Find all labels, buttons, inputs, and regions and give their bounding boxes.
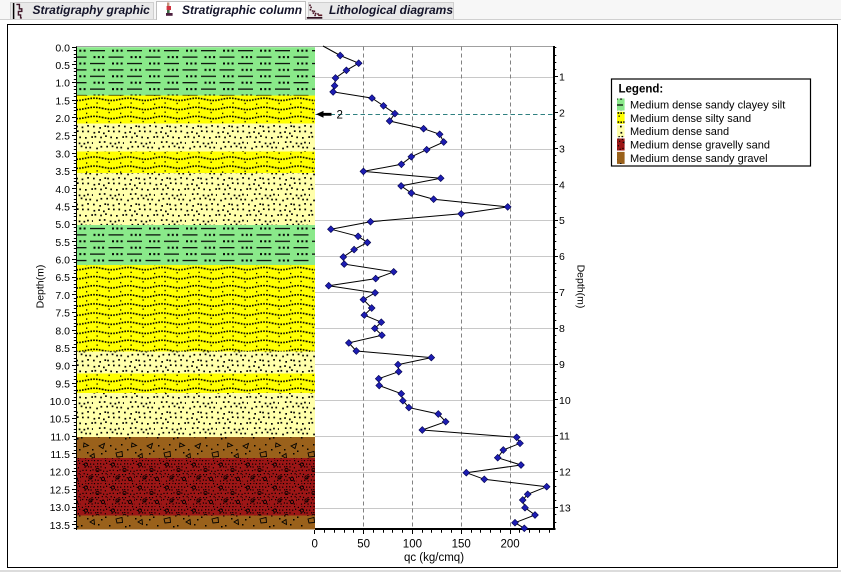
svg-text:0.5: 0.5 [55, 60, 70, 72]
svg-text:2.0: 2.0 [55, 113, 70, 125]
svg-text:1.0: 1.0 [55, 78, 70, 90]
svg-text:4: 4 [559, 179, 565, 191]
svg-text:11: 11 [559, 431, 570, 443]
svg-text:10.5: 10.5 [50, 414, 71, 426]
svg-text:6: 6 [559, 251, 565, 263]
svg-text:0.0: 0.0 [55, 42, 70, 54]
svg-text:1: 1 [559, 72, 565, 84]
svg-text:3.5: 3.5 [55, 166, 70, 178]
svg-text:11.5: 11.5 [50, 449, 70, 461]
svg-text:Medium dense sandy gravel: Medium dense sandy gravel [630, 153, 768, 165]
svg-text:Medium dense gravelly sand: Medium dense gravelly sand [630, 140, 770, 152]
svg-text:Legend:: Legend: [619, 84, 664, 96]
svg-text:1.5: 1.5 [55, 95, 70, 107]
svg-text:3.0: 3.0 [55, 148, 70, 160]
svg-text:9.5: 9.5 [55, 378, 70, 390]
svg-text:2: 2 [337, 109, 343, 121]
svg-text:50: 50 [357, 539, 370, 551]
svg-text:7: 7 [559, 287, 565, 299]
svg-text:13: 13 [559, 503, 571, 515]
svg-text:8: 8 [559, 323, 565, 335]
svg-text:9.0: 9.0 [55, 361, 70, 373]
svg-text:5.5: 5.5 [55, 237, 70, 249]
svg-text:8.0: 8.0 [55, 325, 70, 337]
svg-text:10.0: 10.0 [50, 396, 71, 408]
svg-text:2: 2 [559, 107, 565, 119]
svg-text:13.5: 13.5 [50, 520, 71, 532]
svg-text:100: 100 [403, 539, 422, 551]
svg-text:5: 5 [559, 215, 565, 227]
svg-text:10: 10 [559, 395, 571, 407]
svg-text:150: 150 [452, 539, 471, 551]
svg-text:12.5: 12.5 [50, 484, 71, 496]
svg-text:2.5: 2.5 [55, 131, 70, 143]
svg-text:qc (kg/cmq): qc (kg/cmq) [404, 552, 464, 564]
svg-text:Medium dense sand: Medium dense sand [630, 126, 729, 138]
svg-text:6.0: 6.0 [55, 255, 70, 267]
svg-text:200: 200 [501, 539, 520, 551]
svg-text:Medium dense silty sand: Medium dense silty sand [630, 113, 751, 125]
svg-text:7.5: 7.5 [55, 308, 70, 320]
svg-text:5.0: 5.0 [55, 219, 70, 231]
svg-text:Depth(m): Depth(m) [34, 265, 46, 309]
svg-text:0: 0 [311, 539, 317, 551]
svg-text:11.0: 11.0 [50, 431, 70, 443]
svg-text:12: 12 [559, 467, 571, 479]
svg-text:6.5: 6.5 [55, 272, 70, 284]
svg-text:4.5: 4.5 [55, 202, 70, 214]
svg-text:Depth(m): Depth(m) [575, 265, 587, 309]
svg-text:12.0: 12.0 [50, 467, 71, 479]
svg-text:13.0: 13.0 [50, 502, 71, 514]
svg-text:9: 9 [559, 359, 565, 371]
svg-text:Medium dense sandy clayey silt: Medium dense sandy clayey silt [630, 100, 785, 112]
svg-text:4.0: 4.0 [55, 184, 70, 196]
svg-text:8.5: 8.5 [55, 343, 70, 355]
svg-text:3: 3 [559, 143, 565, 155]
svg-text:7.0: 7.0 [55, 290, 70, 302]
